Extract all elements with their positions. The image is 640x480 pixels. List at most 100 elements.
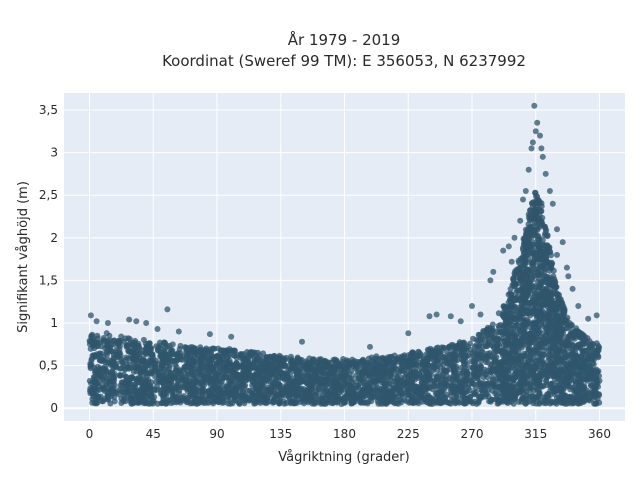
data-point <box>511 335 518 342</box>
data-point <box>503 377 510 384</box>
data-point <box>550 267 557 274</box>
data-point <box>417 351 424 358</box>
data-point <box>520 325 527 332</box>
data-point <box>426 394 433 401</box>
data-point <box>484 343 490 350</box>
data-point <box>374 360 380 367</box>
data-point <box>387 374 394 380</box>
data-point <box>189 369 196 376</box>
data-point <box>145 362 152 369</box>
data-point <box>231 394 238 401</box>
data-point <box>133 391 140 398</box>
data-point <box>293 360 300 367</box>
data-point <box>341 397 348 404</box>
data-point <box>420 358 427 365</box>
data-point <box>118 395 125 402</box>
data-point <box>108 385 115 392</box>
data-point <box>434 366 441 373</box>
data-point <box>574 391 580 398</box>
data-point <box>459 377 466 384</box>
data-point <box>548 380 555 387</box>
data-point <box>545 314 552 321</box>
data-point <box>426 400 433 407</box>
data-point <box>177 368 184 375</box>
data-point <box>93 396 100 403</box>
data-point <box>360 390 367 397</box>
data-point <box>533 334 540 341</box>
data-point <box>593 351 600 358</box>
data-point <box>108 348 114 354</box>
data-point <box>153 379 160 385</box>
data-point <box>352 394 359 401</box>
data-point <box>340 356 347 362</box>
data-point <box>569 362 576 369</box>
data-point <box>329 400 336 407</box>
data-point <box>507 338 514 345</box>
data-point <box>129 355 136 362</box>
data-point <box>200 388 206 395</box>
data-point <box>138 379 145 386</box>
data-point <box>187 400 194 407</box>
data-point <box>272 380 279 387</box>
data-point <box>512 268 519 275</box>
data-point <box>322 360 329 367</box>
data-point <box>551 283 558 290</box>
data-point <box>414 398 421 405</box>
data-point <box>450 342 456 349</box>
data-point <box>534 193 541 200</box>
data-point <box>149 352 156 359</box>
data-point <box>527 283 533 289</box>
data-point <box>554 300 561 307</box>
data-point <box>330 356 337 363</box>
data-point <box>118 356 125 363</box>
data-point <box>533 354 540 360</box>
data-point <box>206 374 213 381</box>
data-point <box>319 380 326 387</box>
data-point <box>532 302 539 309</box>
data-point <box>244 387 251 394</box>
data-point <box>450 368 457 375</box>
data-point <box>222 374 228 381</box>
data-point <box>483 390 490 397</box>
data-point <box>590 361 597 368</box>
data-point <box>575 384 582 390</box>
data-point <box>519 394 526 401</box>
data-point <box>278 370 285 377</box>
data-point <box>532 394 539 401</box>
data-point <box>320 387 327 393</box>
data-point <box>397 397 403 404</box>
data-point <box>176 397 183 404</box>
data-point <box>143 399 149 406</box>
data-point <box>154 386 161 393</box>
data-point <box>498 349 505 356</box>
data-point <box>545 274 552 281</box>
data-point <box>449 383 456 390</box>
data-point <box>531 251 538 258</box>
data-point <box>536 284 543 291</box>
data-point <box>170 399 177 406</box>
data-point <box>110 374 117 381</box>
data-point <box>93 380 100 387</box>
data-point <box>476 369 483 376</box>
data-point <box>568 376 575 383</box>
data-point <box>506 310 513 317</box>
data-point <box>195 370 201 377</box>
data-point <box>301 372 308 379</box>
data-point <box>123 389 130 396</box>
data-point <box>404 363 410 370</box>
data-point <box>532 348 538 354</box>
data-point <box>128 400 135 407</box>
data-point <box>433 376 440 383</box>
data-point <box>546 361 553 368</box>
data-point <box>552 399 558 406</box>
data-point <box>270 354 277 361</box>
data-point <box>499 398 506 405</box>
data-point <box>564 394 571 401</box>
data-point <box>125 364 132 371</box>
data-point <box>501 337 508 344</box>
data-point <box>216 381 223 388</box>
data-point <box>168 349 175 356</box>
data-point <box>118 379 125 386</box>
data-point <box>544 244 551 251</box>
